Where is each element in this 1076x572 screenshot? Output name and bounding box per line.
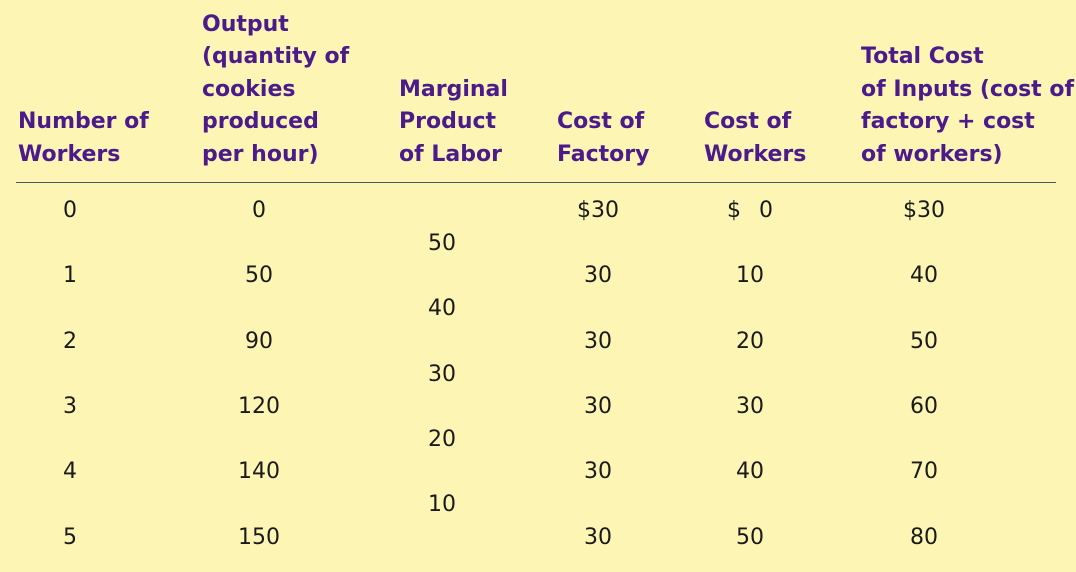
header-line: cookies bbox=[202, 76, 296, 102]
header-line: (quantity of bbox=[202, 44, 350, 69]
cell-cost-workers: 20 bbox=[736, 329, 764, 354]
cell-cost-workers: $ 0 bbox=[727, 198, 773, 223]
cell-marginal-product: 10 bbox=[428, 492, 456, 517]
header-divider bbox=[16, 182, 1056, 183]
cell-cost-factory: 30 bbox=[584, 329, 612, 354]
header-line: of workers) bbox=[861, 141, 1003, 167]
header-line: of Inputs (cost of bbox=[861, 76, 1075, 102]
cell-total-cost: 40 bbox=[910, 263, 938, 288]
header-line: per hour) bbox=[202, 141, 319, 167]
cell-cost-factory: 30 bbox=[584, 459, 612, 484]
cell-marginal-product: 20 bbox=[428, 427, 456, 452]
cell-cost-workers: 10 bbox=[736, 263, 764, 288]
header-line: Cost of bbox=[557, 109, 645, 134]
cell-total-cost: 80 bbox=[910, 525, 938, 550]
cell-workers: 1 bbox=[63, 263, 77, 288]
header-line: Marginal bbox=[399, 76, 508, 102]
cell-workers: 4 bbox=[63, 459, 77, 484]
cell-cost-factory: 30 bbox=[584, 263, 612, 288]
header-output: Output (quantity of cookies produced per hou… bbox=[202, 9, 349, 172]
header-line: Factory bbox=[557, 141, 650, 167]
header-total-cost: Total Cost of Inputs (cost of factory + co… bbox=[861, 41, 1074, 171]
cell-marginal-product: 50 bbox=[428, 231, 456, 256]
header-line: Workers bbox=[18, 141, 121, 167]
cell-output: 150 bbox=[238, 525, 280, 550]
header-marginal-product: Marginal Product of Labor bbox=[399, 74, 508, 172]
cell-cost-workers: 50 bbox=[736, 525, 764, 550]
cell-workers: 3 bbox=[63, 394, 77, 419]
cell-output: 140 bbox=[238, 459, 280, 484]
header-line: of Labor bbox=[399, 141, 502, 167]
cell-marginal-product: 40 bbox=[428, 296, 456, 321]
cell-workers: 2 bbox=[63, 329, 77, 354]
header-line: factory + cost bbox=[861, 109, 1035, 134]
cell-total-cost: 50 bbox=[910, 329, 938, 354]
cell-cost-workers: 40 bbox=[736, 459, 764, 484]
header-line: produced bbox=[202, 109, 319, 134]
cell-total-cost: 60 bbox=[910, 394, 938, 419]
cell-cost-factory: 30 bbox=[584, 525, 612, 550]
header-line: Cost of bbox=[704, 109, 792, 134]
cell-cost-workers: 30 bbox=[736, 394, 764, 419]
cell-cost-factory: 30 bbox=[584, 394, 612, 419]
header-cost-of-factory: Cost of Factory bbox=[557, 106, 649, 171]
header-line: Number of bbox=[18, 109, 149, 134]
header-number-of-workers: Number of Workers bbox=[18, 106, 149, 171]
cell-workers: 5 bbox=[63, 525, 77, 550]
header-line: Total Cost bbox=[861, 44, 984, 69]
cell-total-cost: $30 bbox=[903, 198, 945, 223]
cell-output: 90 bbox=[245, 329, 273, 354]
cell-output: 50 bbox=[245, 263, 273, 288]
header-line: Output bbox=[202, 11, 289, 37]
cell-workers: 0 bbox=[63, 198, 77, 223]
cell-marginal-product: 30 bbox=[428, 362, 456, 387]
header-line: Product bbox=[399, 109, 497, 134]
header-cost-of-workers: Cost of Workers bbox=[704, 106, 806, 171]
header-line: Workers bbox=[704, 141, 807, 167]
cell-output: 0 bbox=[252, 198, 266, 223]
cell-cost-factory: $30 bbox=[577, 198, 619, 223]
cell-total-cost: 70 bbox=[910, 459, 938, 484]
cell-output: 120 bbox=[238, 394, 280, 419]
